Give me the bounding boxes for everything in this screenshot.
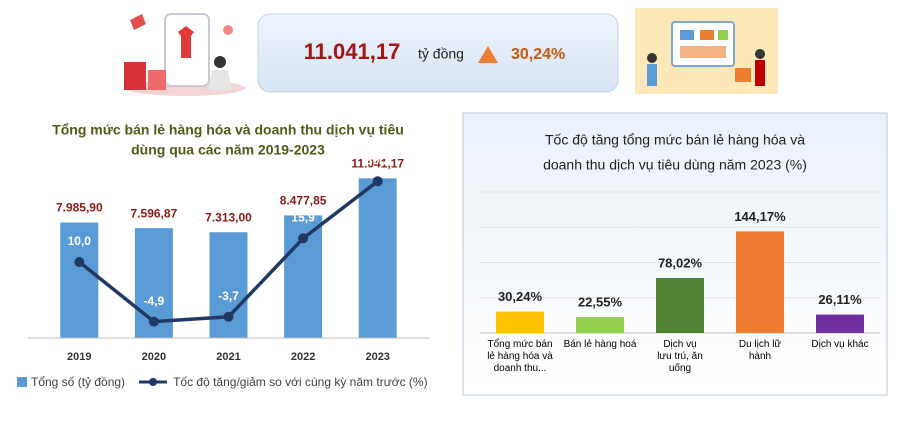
shopping-illustration [124,13,245,96]
kpi-value: 11.041,17 [304,39,401,64]
bar-value-label: 11.041,17 [351,156,404,170]
x-tick-label: 2021 [216,351,240,363]
legend-label: Tổng số (tỷ đồng) [31,375,125,389]
kpi-change: 30,24% [511,46,565,63]
line-value-label: 10,0 [68,234,92,248]
bar-value-label: 144,17% [734,209,786,224]
up-arrow [478,46,498,63]
bar [576,317,624,333]
x-tick-label: Dịch vụ lưu trú, ăn uống [657,339,703,374]
x-tick-label: Du lịch lữ hành [738,339,782,362]
line-value-label: -4,9 [144,294,165,308]
bar-value-label: 22,55% [578,295,623,310]
kpi-unit: tỷ đồng [418,46,464,62]
line-point [74,257,85,267]
store-illustration [635,8,778,94]
bar [60,222,99,338]
line-value-label: -3,7 [218,289,239,303]
chart-title: doanh thu dịch vụ tiêu dùng năm 2023 (%) [543,157,807,173]
bar [816,314,864,333]
x-tick-label: Bán lẻ hàng hoá [563,339,637,350]
line-point [298,233,309,244]
chart-title: Tốc độ tăng tổng mức bán lẻ hàng hóa và [545,132,805,148]
bar-value-label: 8.477,85 [280,194,327,208]
line-value-label: 15,9 [291,211,315,225]
bar-value-label: 78,02% [658,255,703,270]
bar-value-label: 7.596,87 [131,206,178,220]
x-tick-label: 2022 [291,351,315,363]
bar-value-label: 7.985,90 [56,201,103,215]
x-tick-label: 2020 [142,351,166,363]
x-tick-label: 2019 [67,351,91,363]
line-point [372,176,383,187]
bar [496,311,544,333]
line-point [223,311,234,322]
kpi-box [257,13,619,93]
legend-swatch [17,377,27,387]
bar-value-label: 26,11% [818,292,862,307]
chart-history: Tổng mức bán lẻ hàng hóa và doanh thu dị… [17,122,430,389]
bar [736,231,784,333]
legend-swatch [149,378,158,386]
chart-panel [462,112,888,396]
chart-title: dùng qua các năm 2019-2023 [131,142,325,158]
bar [358,178,397,338]
bar [209,232,248,338]
chart-growth: Tốc độ tăng tổng mức bán lẻ hàng hóa và d… [480,132,880,334]
bar [656,277,704,333]
line-value-label: 30,2 [366,153,390,167]
x-tick-label: Dịch vụ khác [811,339,869,350]
chart-title: Tổng mức bán lẻ hàng hóa và doanh thu dị… [52,122,404,138]
bar-value-label: 30,24% [498,289,543,304]
x-tick-label: Tổng mức bán lẻ hàng hóa và doanh thu... [487,339,553,374]
line-point [148,316,159,327]
bar-value-label: 7.313,00 [205,210,252,224]
legend-label: Tốc độ tăng/giảm so với cùng kỳ năm trướ… [173,375,428,389]
x-tick-label: 2023 [365,351,389,363]
